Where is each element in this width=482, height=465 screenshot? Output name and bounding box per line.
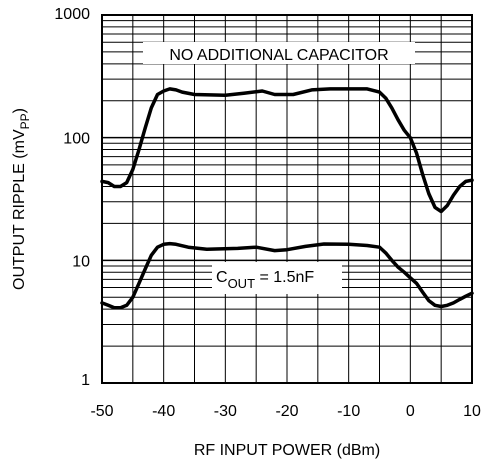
annotation-cout: COUT = 1.5nF [212,262,342,294]
series-group [100,87,474,310]
x-tick-label: 0 [406,403,415,420]
y-tick-label: 10 [72,253,90,270]
x-tick-label: -40 [152,403,175,420]
annotation-no-cap-text: NO ADDITIONAL CAPACITOR [169,47,388,64]
x-tick-labels: -50 -40 -30 -20 -10 0 10 [90,403,481,420]
y-axis-label: OUTPUT RIPPLE (mVPP) [11,108,32,290]
annotation-cout-text: COUT = 1.5nF [216,269,314,291]
annotations: NO ADDITIONAL CAPACITOR COUT = 1.5nF [143,42,415,294]
series-line-cout_1p5nF [100,241,474,310]
annotation-no-cap: NO ADDITIONAL CAPACITOR [143,42,415,64]
x-tick-label: -30 [214,403,237,420]
x-tick-label: -50 [90,403,113,420]
x-tick-label: -20 [275,403,298,420]
annotation-cout-background [212,262,342,294]
y-tick-label: 100 [63,131,90,148]
y-tick-label: 1 [81,372,90,389]
y-tick-labels: 1 10 100 1000 [54,6,90,389]
x-tick-label: -10 [337,403,360,420]
grid [101,15,473,384]
y-tick-label: 1000 [54,6,90,23]
annotation-no-cap-background [143,42,415,64]
series-line-no_cap [100,87,474,214]
plot-frame [101,14,473,384]
x-tick-label: 10 [463,403,481,420]
x-axis-label: RF INPUT POWER (dBm) [194,442,380,459]
